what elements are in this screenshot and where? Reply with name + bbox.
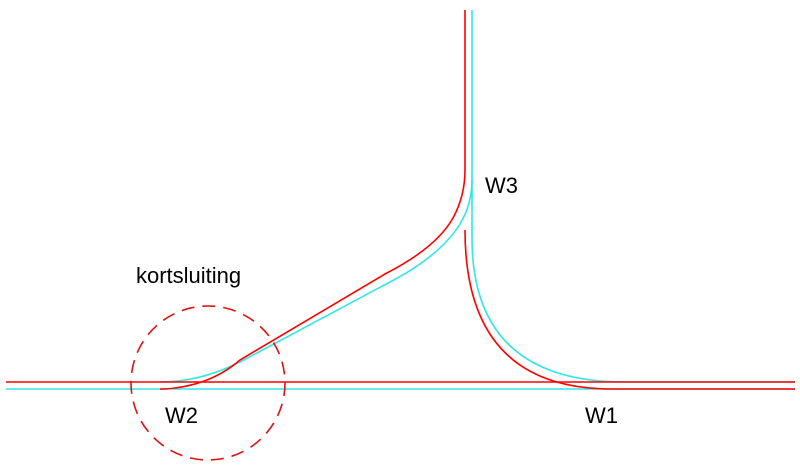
rail-a-crossover: [160, 10, 466, 390]
short-circuit-marker: [130, 305, 286, 461]
rail-b-curve-w1: [471, 180, 795, 383]
rail-b-crossover: [159, 10, 473, 383]
label-w2: W2: [165, 403, 198, 428]
label-w3: W3: [485, 173, 518, 198]
label-short-circuit: kortsluiting: [136, 263, 241, 288]
rail-a: [6, 10, 795, 390]
rail-a-curve-w1: [464, 229, 795, 390]
rail-b: [6, 10, 795, 390]
label-w1: W1: [585, 403, 618, 428]
